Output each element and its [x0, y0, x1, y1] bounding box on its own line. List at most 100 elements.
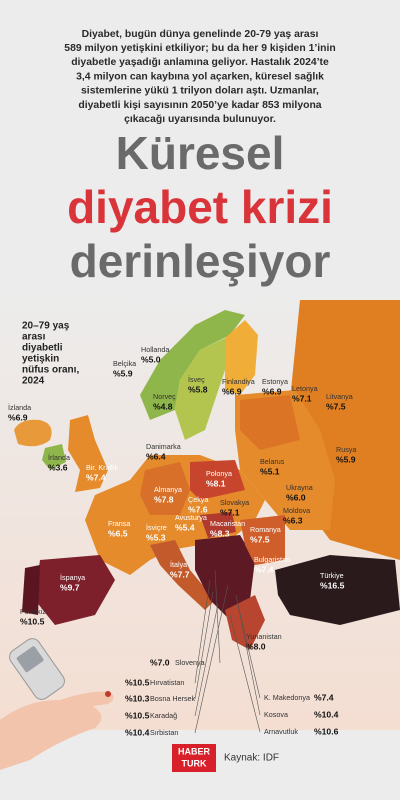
- balkan-name: Arnavutluk: [264, 727, 298, 736]
- country-name: Moldova: [283, 506, 310, 515]
- country-value: %5.9: [336, 454, 356, 464]
- leader-line: [237, 604, 261, 699]
- intro-line: Diyabet, bugün dünya genelinde 20-79 yaş…: [82, 29, 319, 40]
- balkan-name: Slovenya: [175, 658, 205, 667]
- balkan-value: %10.4: [314, 709, 339, 719]
- region-italy: [150, 540, 215, 610]
- intro-line: çıkacağı uyarısında bulunuyor.: [124, 114, 276, 125]
- country-value: %7.1: [220, 507, 240, 517]
- country-name: İtalya: [170, 560, 187, 569]
- region-uk: [68, 415, 108, 492]
- country-value: %6.5: [108, 528, 128, 538]
- region-greece: [225, 595, 265, 650]
- balkan-value: %7.4: [314, 692, 334, 702]
- illustration: [0, 638, 114, 770]
- country-name: Portekiz: [20, 607, 46, 616]
- country-name: Danimarka: [146, 442, 181, 451]
- intro-line: sistemlerine yükü 1 trilyon doları aştı.…: [81, 86, 319, 97]
- balkan-value: %7.0: [150, 657, 170, 667]
- legend-line: 2024: [22, 376, 45, 387]
- country-value: %7.5: [250, 534, 270, 544]
- country-name: Finlandiya: [222, 377, 255, 386]
- country-value: %8.1: [206, 478, 226, 488]
- leader-line: [194, 584, 229, 734]
- country-name: Yunanistan: [246, 632, 282, 641]
- country-name: Belçika: [113, 359, 136, 368]
- source: Kaynak: IDF: [224, 753, 279, 764]
- country-value: %7.8: [154, 494, 174, 504]
- leader-line: [229, 614, 261, 733]
- leader-line: [194, 579, 211, 684]
- title-line: diyabet krizi: [67, 181, 333, 233]
- country-name: İsveç: [188, 375, 205, 384]
- country-name: Avusturya: [175, 513, 207, 522]
- country-name: Almanya: [154, 485, 182, 494]
- country-name: Estonya: [262, 377, 288, 386]
- country-name: Ukrayna: [286, 483, 313, 492]
- country-value: %6.4: [146, 451, 166, 461]
- region-spain: [35, 555, 115, 625]
- country-value: %5.0: [141, 354, 161, 364]
- country-value: %7.1: [292, 393, 312, 403]
- title-line: Küresel: [116, 127, 285, 179]
- region-germany: [140, 462, 190, 515]
- balkan-name: Kosova: [264, 710, 288, 719]
- country-name: Letonya: [292, 384, 318, 393]
- country-name: Belarus: [260, 457, 285, 466]
- legend-line: arası: [22, 332, 46, 343]
- logo-text: HABER: [178, 746, 211, 756]
- region-hungary: [200, 512, 236, 538]
- country-name: Norveç: [153, 392, 176, 401]
- country-value: %9.7: [60, 582, 80, 592]
- country-name: Rusya: [336, 445, 356, 454]
- country-value: %8.3: [210, 528, 230, 538]
- region-iceland: [14, 419, 52, 447]
- country-name: Türkiye: [320, 571, 344, 580]
- country-name: Polonya: [206, 469, 232, 478]
- country-name: Litvanya: [326, 392, 353, 401]
- balkan-value: %10.3: [125, 693, 150, 703]
- hand: [0, 700, 102, 770]
- country-value: %7.6: [188, 504, 208, 514]
- country-name: Bulgaristan: [254, 555, 290, 564]
- country-value: %6.9: [262, 386, 282, 396]
- country-value: %7.5: [326, 401, 346, 411]
- country-value: %5.4: [175, 522, 195, 532]
- country-name: İsviçre: [146, 523, 167, 532]
- country-value: %10.5: [20, 616, 45, 626]
- finger: [60, 691, 114, 712]
- country-name: İzlanda: [8, 403, 31, 412]
- country-value: %7.4: [254, 564, 274, 574]
- country-value: %5.9: [113, 368, 133, 378]
- country-value: %6.9: [222, 386, 242, 396]
- country-name: Çekya: [188, 495, 208, 504]
- balkan-value: %10.4: [125, 727, 150, 737]
- country-name: İrlanda: [48, 453, 70, 462]
- region-romania: [240, 515, 285, 565]
- country-name: Hollanda: [141, 345, 169, 354]
- leader-line: [214, 569, 221, 664]
- country-value: %16.5: [320, 580, 345, 590]
- logo-text: TURK: [182, 758, 207, 768]
- balkan-name: Bosna Hersek: [150, 694, 196, 703]
- footer: HABER TURK Kaynak: IDF: [172, 744, 279, 772]
- intro-line: 3,4 milyon can kaybına yol açarken, küre…: [76, 71, 324, 82]
- blood-drop: [105, 691, 111, 697]
- country-value: %7.4: [86, 472, 106, 482]
- balkan-value: %10.5: [125, 710, 150, 720]
- country-name: Macaristan: [210, 519, 245, 528]
- balkan-name: Sırbistan: [150, 728, 178, 737]
- balkan-labels: %7.0 Slovenya%10.5 Hırvatistan%10.3 Bosna H…: [125, 569, 339, 737]
- region-baltics: [240, 395, 300, 450]
- intro-line: diyabetle yaşadığı anlamına geliyor. Has…: [71, 57, 329, 68]
- region-finland: [225, 320, 258, 395]
- intro: Diyabet, bugün dünya genelinde 20-79 yaş…: [64, 29, 335, 125]
- region-poland: [190, 460, 245, 500]
- country-value: %4.8: [153, 401, 173, 411]
- region-balkans: [195, 535, 255, 620]
- country-name: İspanya: [60, 573, 85, 582]
- legend-line: diyabetli: [22, 343, 63, 354]
- country-name: Fransa: [108, 519, 130, 528]
